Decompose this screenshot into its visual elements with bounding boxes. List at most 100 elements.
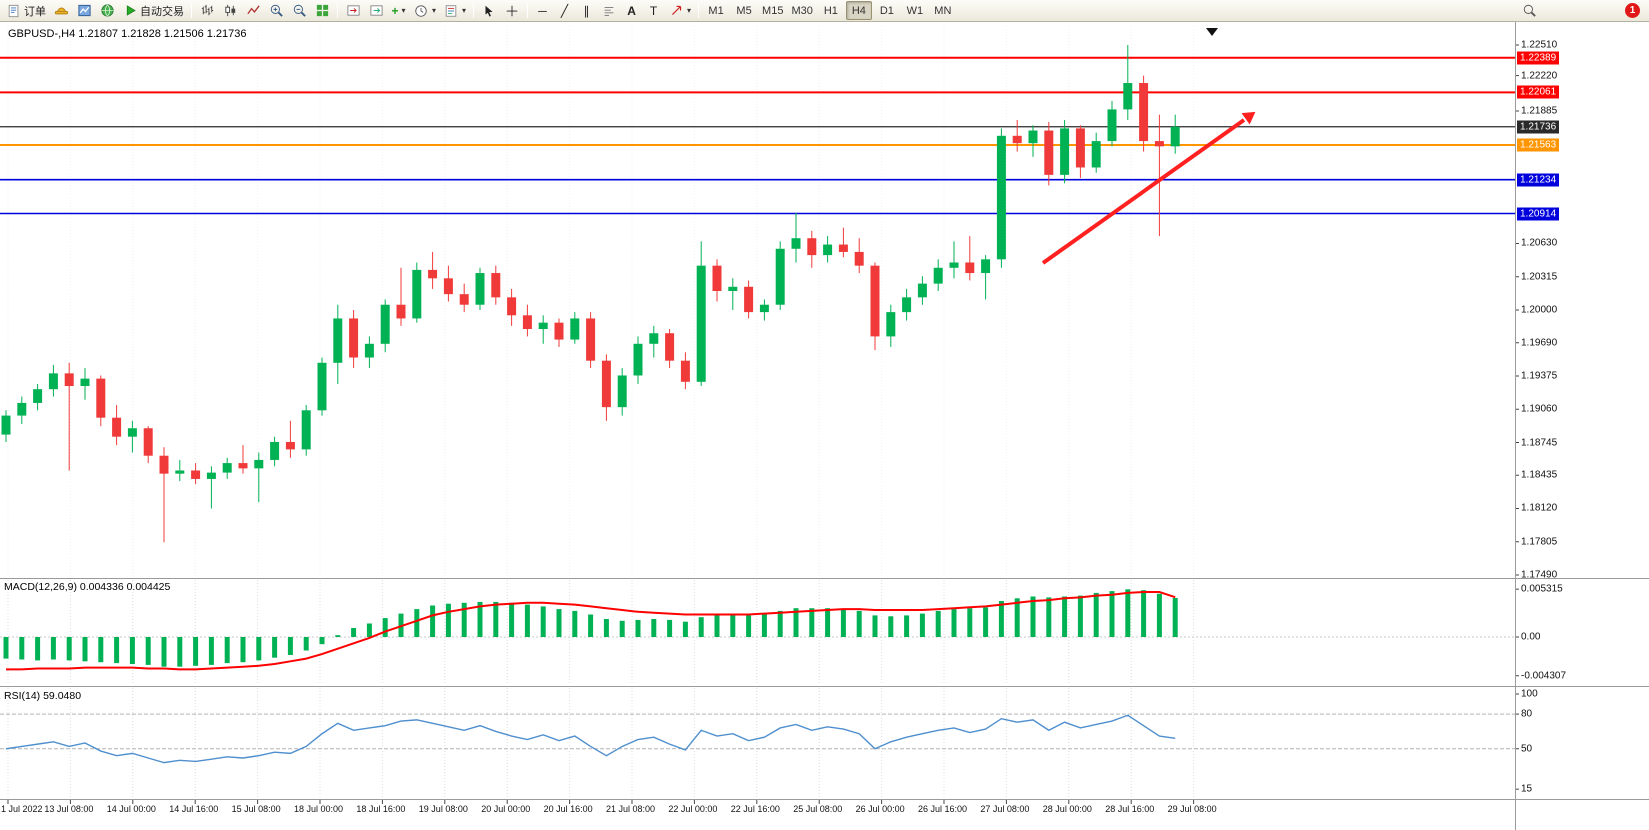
candle-body <box>680 360 690 382</box>
search-icon <box>1521 3 1537 19</box>
candle-body <box>522 315 532 330</box>
chevron-down-icon: ▾ <box>462 6 467 15</box>
candle-body <box>949 262 959 268</box>
zoom-in-button[interactable] <box>265 1 287 20</box>
candle-body <box>491 273 501 298</box>
price-line-badge[interactable]: 1.21234 <box>1517 173 1560 187</box>
candle-body <box>759 304 769 313</box>
arrows-tool-button[interactable]: ▾ <box>665 1 694 20</box>
macd-histogram-bar <box>840 609 846 637</box>
macd-histogram-bar <box>761 614 767 637</box>
horizontal-line-tool-button[interactable]: ─ <box>532 1 553 20</box>
macd-histogram-bar <box>667 619 673 637</box>
macd-histogram-bar <box>540 606 546 637</box>
auto-trading-label: 自动交易 <box>140 5 184 18</box>
timeframe-m1[interactable]: M1 <box>708 4 724 17</box>
chart-canvas[interactable] <box>0 22 1649 830</box>
macd-histogram-bar <box>493 601 499 637</box>
timeframe-w1[interactable]: W1 <box>906 4 924 17</box>
metaeditor-button[interactable] <box>50 1 72 20</box>
candle-body <box>902 297 912 313</box>
timeframe-m30[interactable]: M30 <box>791 4 813 17</box>
candle-body <box>1044 130 1054 175</box>
bar-chart-button[interactable] <box>196 1 218 20</box>
macd-histogram-bar <box>777 610 783 637</box>
indicators-button[interactable]: + ▾ <box>388 1 409 20</box>
price-line-badge[interactable]: 1.21736 <box>1517 120 1560 134</box>
chart-shift-button[interactable] <box>365 1 387 20</box>
label-icon: T <box>649 3 658 18</box>
candle-body <box>823 244 833 256</box>
time-axis-label: 26 Jul 00:00 <box>855 804 905 814</box>
price-axis-label: 1.21885 <box>1521 105 1558 117</box>
macd-histogram-bar <box>461 602 467 637</box>
candle-body <box>443 278 453 295</box>
macd-histogram-bar <box>1077 595 1083 637</box>
macd-histogram-bar <box>588 614 594 637</box>
timeframe-m5[interactable]: M5 <box>736 4 752 17</box>
fibonacci-tool-button[interactable] <box>598 1 620 20</box>
time-axis-label: 26 Jul 16:00 <box>918 804 968 814</box>
price-line-badge[interactable]: 1.21563 <box>1517 138 1560 152</box>
candle-body <box>396 304 406 319</box>
text-tool-button[interactable]: A <box>621 1 642 20</box>
toolbar-separator <box>698 3 700 18</box>
timeframe-m15[interactable]: M15 <box>762 4 784 17</box>
strategy-tester-button[interactable] <box>96 1 118 20</box>
candle-body <box>317 362 327 411</box>
chart-shift-marker[interactable] <box>1206 28 1218 36</box>
candle-body <box>475 273 485 305</box>
label-tool-button[interactable]: T <box>643 1 664 20</box>
time-axis-label: 22 Jul 00:00 <box>668 804 718 814</box>
templates-button[interactable]: ▾ <box>440 1 469 20</box>
chart-window-button[interactable] <box>73 1 95 20</box>
macd-histogram-bar <box>635 619 641 637</box>
search-button[interactable] <box>1518 1 1540 20</box>
tile-windows-button[interactable] <box>311 1 333 20</box>
timeframe-mn[interactable]: MN <box>934 4 952 17</box>
macd-histogram-bar <box>904 615 910 637</box>
channel-tool-button[interactable]: ∥ <box>576 1 597 20</box>
macd-histogram-bar <box>714 615 720 637</box>
time-axis-label: 29 Jul 08:00 <box>1167 804 1217 814</box>
cursor-icon <box>481 3 497 19</box>
candle-body <box>507 297 517 316</box>
crosshair-button[interactable] <box>501 1 523 20</box>
candle-body <box>96 378 106 418</box>
macd-histogram-bar <box>998 601 1004 637</box>
line-chart-button[interactable] <box>242 1 264 20</box>
price-line-badge[interactable]: 1.20914 <box>1517 207 1560 220</box>
rsi-indicator-label: RSI(14) 59.0480 <box>4 690 82 702</box>
candle-body <box>48 373 58 390</box>
trend-arrow[interactable] <box>1041 118 1246 265</box>
new-order-button[interactable]: 订单 <box>3 1 49 20</box>
macd-histogram-bar <box>161 637 167 667</box>
timeframe-d1[interactable]: D1 <box>879 4 894 17</box>
candle-body <box>175 470 185 474</box>
candle-body <box>775 248 785 305</box>
zoom-out-button[interactable] <box>288 1 310 20</box>
macd-histogram-bar <box>3 637 9 659</box>
candlestick-chart-button[interactable] <box>219 1 241 20</box>
macd-histogram-bar <box>177 637 183 667</box>
macd-axis-label: 0.005315 <box>1521 583 1563 595</box>
cursor-button[interactable] <box>478 1 500 20</box>
tile-windows-icon <box>314 3 330 19</box>
macd-histogram-bar <box>1093 592 1099 637</box>
candle-body <box>1 415 11 435</box>
price-line-badge[interactable]: 1.22061 <box>1517 85 1560 99</box>
periods-button[interactable]: ▾ <box>410 1 439 20</box>
candle-body <box>64 373 74 387</box>
trendline-tool-button[interactable]: ╱ <box>554 1 575 20</box>
candle-body <box>349 318 359 358</box>
auto-scroll-button[interactable] <box>342 1 364 20</box>
notification-badge[interactable]: 1 <box>1625 3 1640 18</box>
auto-trading-button[interactable]: 自动交易 <box>119 1 187 20</box>
timeframe-h4[interactable]: H4 <box>845 1 872 20</box>
candle-body <box>238 463 248 469</box>
price-line-badge[interactable]: 1.22389 <box>1517 51 1560 65</box>
candle-body <box>807 238 817 256</box>
candle-body <box>333 318 343 363</box>
macd-histogram-bar <box>98 637 104 663</box>
timeframe-h1[interactable]: H1 <box>823 4 838 17</box>
